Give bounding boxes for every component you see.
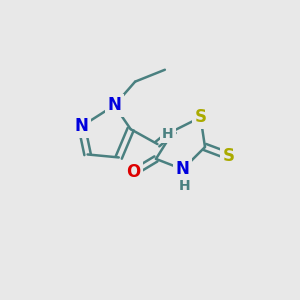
Text: N: N [75, 117, 88, 135]
Text: O: O [127, 163, 141, 181]
Text: N: N [176, 160, 190, 178]
Text: S: S [194, 108, 206, 126]
Text: H: H [162, 127, 174, 141]
Text: S: S [223, 147, 235, 165]
Text: N: N [107, 96, 121, 114]
Text: H: H [178, 179, 190, 193]
